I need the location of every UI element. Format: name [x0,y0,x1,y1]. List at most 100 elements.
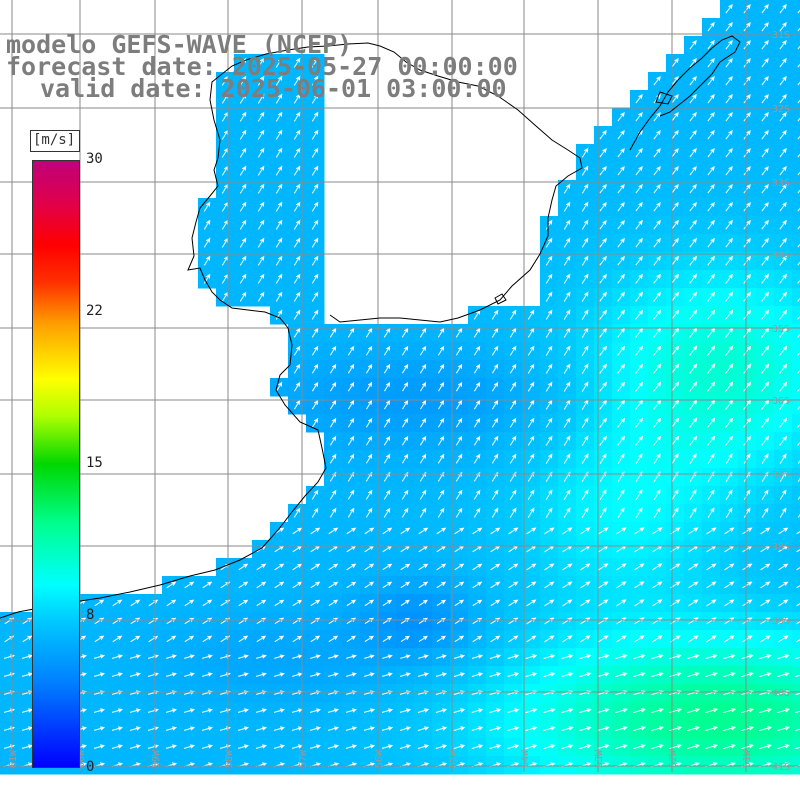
wind-arrow [743,129,751,140]
wind-arrow [740,744,754,750]
wind-arrow [634,563,645,571]
wind-arrow [237,726,249,731]
wind-arrow [689,183,697,194]
wind-arrow [633,744,646,750]
wind-arrow [761,21,769,32]
wind-arrow [545,399,553,410]
wind-arrow [707,273,715,284]
wind-arrow [725,219,733,230]
wind-arrow [311,219,319,230]
wind-arrow [509,453,517,464]
wind-arrow [599,507,607,519]
wind-arrow [707,363,716,375]
speed-cell [792,126,800,145]
wind-arrow [671,57,679,68]
wind-arrow [257,219,265,230]
lat-label: 41S [772,762,790,773]
wind-arrow [310,581,321,589]
wind-arrow [562,635,573,643]
wind-arrow [275,219,283,230]
wind-arrow [707,219,715,230]
wind-arrow [328,581,339,589]
wind-arrow [632,708,646,714]
wind-arrow [293,165,301,176]
wind-arrow [725,417,734,428]
wind-arrow [579,654,592,660]
wind-arrow [365,435,373,446]
wind-arrow [779,93,787,104]
wind-arrow [599,309,607,320]
wind-arrow [545,453,553,464]
wind-arrow [257,93,265,104]
wind-arrow [489,672,502,677]
wind-arrow [293,345,301,356]
wind-arrow [687,635,699,643]
wind-arrow [275,111,283,122]
wind-arrow [651,654,664,660]
wind-arrow [563,183,571,194]
wind-arrow [418,527,429,535]
wind-arrow [453,708,466,713]
wind-arrow [779,57,787,68]
wind-arrow [239,75,247,86]
wind-arrow [417,672,429,677]
wind-arrow [725,435,734,446]
wind-arrow [401,345,409,356]
wind-arrow [599,201,607,212]
wind-arrow [544,527,555,535]
wind-arrow [778,563,789,571]
wind-arrow [561,672,574,678]
wind-arrow [579,744,592,750]
wind-arrow [689,111,697,122]
lat-label: 36S [772,396,790,407]
wind-arrow [581,201,589,212]
wind-arrow [563,489,571,500]
wind-arrow [383,327,391,338]
wind-arrow [651,635,663,643]
lat-label: 34S [772,250,790,261]
wind-arrow [707,39,715,50]
wind-arrow [256,581,267,589]
wind-arrow [580,527,591,535]
wind-arrow [21,708,33,713]
wind-arrow [599,489,607,501]
speed-cell [792,648,800,667]
wind-arrow [309,726,321,731]
speed-cell [792,450,800,469]
wind-arrow [743,21,751,32]
wind-arrow [599,327,607,338]
wind-arrow [777,744,790,750]
wind-arrow [706,563,717,571]
wind-arrow [689,273,697,284]
wind-arrow [508,599,519,607]
wind-arrow [292,581,303,589]
wind-arrow [275,309,283,320]
speed-cell [792,738,800,757]
wind-arrow [599,291,607,302]
wind-arrow [311,237,319,248]
wind-arrow [707,489,715,500]
wind-arrow [364,635,375,643]
wind-arrow [797,189,800,194]
speed-cell [792,594,800,613]
wind-arrow [93,708,105,713]
colorbar-tick-22: 22 [86,303,103,319]
lat-label: 37S [772,470,790,481]
wind-arrow [417,726,430,731]
wind-arrow [743,507,751,518]
wind-arrow [653,273,661,284]
wind-arrow [581,237,589,248]
wind-arrow [455,417,463,428]
wind-arrow [707,111,715,122]
wind-arrow [797,297,800,302]
wind-arrow [687,672,700,678]
wind-arrow [454,527,465,535]
wind-arrow [347,507,355,518]
wind-arrow [761,93,769,104]
wind-arrow [761,111,769,122]
wind-arrow [743,417,752,428]
wind-arrow [635,309,644,320]
wind-arrow [723,672,736,678]
wind-arrow [311,111,319,122]
wind-arrow [669,654,682,660]
